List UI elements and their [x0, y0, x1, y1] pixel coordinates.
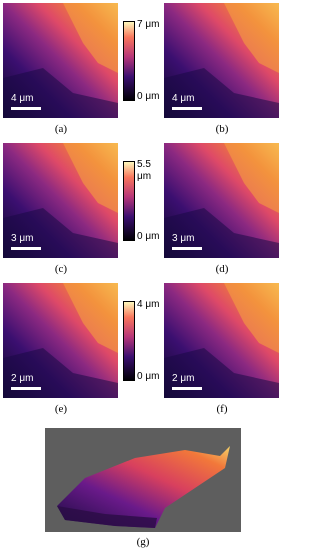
- scale-bar: [11, 387, 41, 390]
- scale-bar-label: 2 μm: [11, 373, 34, 384]
- panel-caption: (d): [215, 263, 229, 275]
- low-region: [3, 68, 118, 118]
- afm-image: [3, 143, 118, 258]
- colorbar-min: 0 μm: [137, 91, 160, 102]
- colorbar-max: 5.5 μm: [137, 159, 152, 182]
- scale-bar-label: 3 μm: [172, 233, 195, 244]
- afm-image: [3, 283, 118, 398]
- figure: (() => { const data = JSON.parse(documen…: [3, 3, 279, 548]
- scale-bar: [11, 247, 41, 250]
- colorbar-max: 7 μm: [137, 19, 160, 30]
- afm-image: [164, 283, 279, 398]
- colorbar-min: 0 μm: [137, 371, 160, 382]
- low-region: [164, 208, 279, 258]
- low-region: [3, 348, 118, 398]
- scale-bar: [172, 387, 202, 390]
- panel-caption: (f): [216, 403, 228, 415]
- scale-bar-label: 4 μm: [11, 93, 34, 104]
- scale-bar-label: 4 μm: [172, 93, 195, 104]
- low-region: [164, 348, 279, 398]
- scale-bar: [11, 107, 41, 110]
- afm-image: [3, 3, 118, 118]
- colorbar-min: 0 μm: [137, 231, 160, 242]
- plateau: [63, 143, 118, 213]
- panel-caption: (b): [215, 123, 229, 135]
- plateau: [224, 143, 279, 213]
- colorbar-max: 4 μm: [137, 299, 160, 310]
- colorbar-fill: [123, 161, 135, 241]
- low-region: [3, 208, 118, 258]
- panel-caption: (g): [136, 536, 150, 548]
- afm-image: [164, 3, 279, 118]
- surface: [57, 446, 230, 528]
- plateau: [224, 3, 279, 73]
- plateau: [224, 283, 279, 353]
- afm-image: [164, 143, 279, 258]
- colorbar: [123, 21, 135, 101]
- colorbar: [123, 301, 135, 381]
- colorbar-fill: [123, 301, 135, 381]
- surface-edge: [57, 506, 157, 528]
- plateau: [63, 283, 118, 353]
- scale-bar-label: 3 μm: [11, 233, 34, 244]
- colorbar: [123, 161, 135, 241]
- panel-caption: (c): [54, 263, 68, 275]
- colorbar-fill: [123, 21, 135, 101]
- scale-bar: [172, 247, 202, 250]
- panel-caption: (e): [54, 403, 68, 415]
- scale-bar: [172, 107, 202, 110]
- low-region: [164, 68, 279, 118]
- scale-bar-label: 2 μm: [172, 373, 195, 384]
- surface-3d: [45, 428, 241, 532]
- panel-caption: (a): [54, 123, 68, 135]
- plateau: [63, 3, 118, 73]
